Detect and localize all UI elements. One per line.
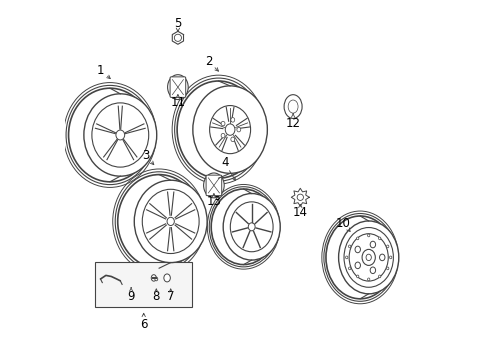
Ellipse shape <box>386 245 388 248</box>
Ellipse shape <box>367 278 369 281</box>
Ellipse shape <box>221 133 224 138</box>
FancyBboxPatch shape <box>205 175 221 196</box>
Ellipse shape <box>163 274 170 282</box>
Ellipse shape <box>84 94 157 176</box>
Text: 2: 2 <box>204 55 212 68</box>
Ellipse shape <box>236 127 240 132</box>
Ellipse shape <box>167 75 188 100</box>
Text: 1: 1 <box>97 64 104 77</box>
Ellipse shape <box>378 275 380 278</box>
Ellipse shape <box>361 249 375 265</box>
Ellipse shape <box>344 228 392 287</box>
Ellipse shape <box>389 256 391 259</box>
Ellipse shape <box>386 267 388 270</box>
Text: 12: 12 <box>285 117 300 130</box>
Ellipse shape <box>221 121 224 126</box>
Text: 14: 14 <box>292 206 307 219</box>
Ellipse shape <box>284 95 302 118</box>
Text: 4: 4 <box>221 156 228 169</box>
Ellipse shape <box>366 254 370 261</box>
Text: 7: 7 <box>166 291 174 303</box>
Ellipse shape <box>356 237 358 240</box>
Ellipse shape <box>225 124 234 135</box>
Ellipse shape <box>354 246 360 253</box>
Ellipse shape <box>348 245 350 248</box>
Ellipse shape <box>367 234 369 237</box>
Text: 9: 9 <box>127 291 135 303</box>
Ellipse shape <box>230 202 272 252</box>
Ellipse shape <box>348 234 387 281</box>
Ellipse shape <box>369 267 375 274</box>
Ellipse shape <box>287 100 298 113</box>
Ellipse shape <box>345 256 347 259</box>
Ellipse shape <box>354 262 360 269</box>
Bar <box>95 262 192 307</box>
Ellipse shape <box>248 223 255 231</box>
Ellipse shape <box>230 118 234 122</box>
Text: 13: 13 <box>206 195 221 208</box>
Ellipse shape <box>203 173 224 198</box>
FancyBboxPatch shape <box>170 77 185 98</box>
Ellipse shape <box>369 241 375 248</box>
Text: 3: 3 <box>142 149 149 162</box>
Ellipse shape <box>134 180 207 262</box>
Ellipse shape <box>356 275 358 278</box>
Ellipse shape <box>209 105 250 154</box>
Ellipse shape <box>151 275 156 281</box>
Ellipse shape <box>230 137 234 141</box>
Text: 5: 5 <box>174 17 181 30</box>
Ellipse shape <box>297 194 303 201</box>
Ellipse shape <box>155 277 158 281</box>
Text: 6: 6 <box>140 318 147 330</box>
Ellipse shape <box>338 221 398 294</box>
Ellipse shape <box>378 237 380 240</box>
Ellipse shape <box>348 267 350 270</box>
Text: 8: 8 <box>152 291 160 303</box>
Ellipse shape <box>223 194 280 260</box>
Text: 11: 11 <box>170 96 185 109</box>
Ellipse shape <box>92 103 148 167</box>
Ellipse shape <box>192 86 267 174</box>
Ellipse shape <box>142 189 199 253</box>
Ellipse shape <box>379 254 384 261</box>
Ellipse shape <box>116 130 124 140</box>
Ellipse shape <box>167 217 174 225</box>
Text: 10: 10 <box>335 217 350 230</box>
Ellipse shape <box>174 34 181 41</box>
